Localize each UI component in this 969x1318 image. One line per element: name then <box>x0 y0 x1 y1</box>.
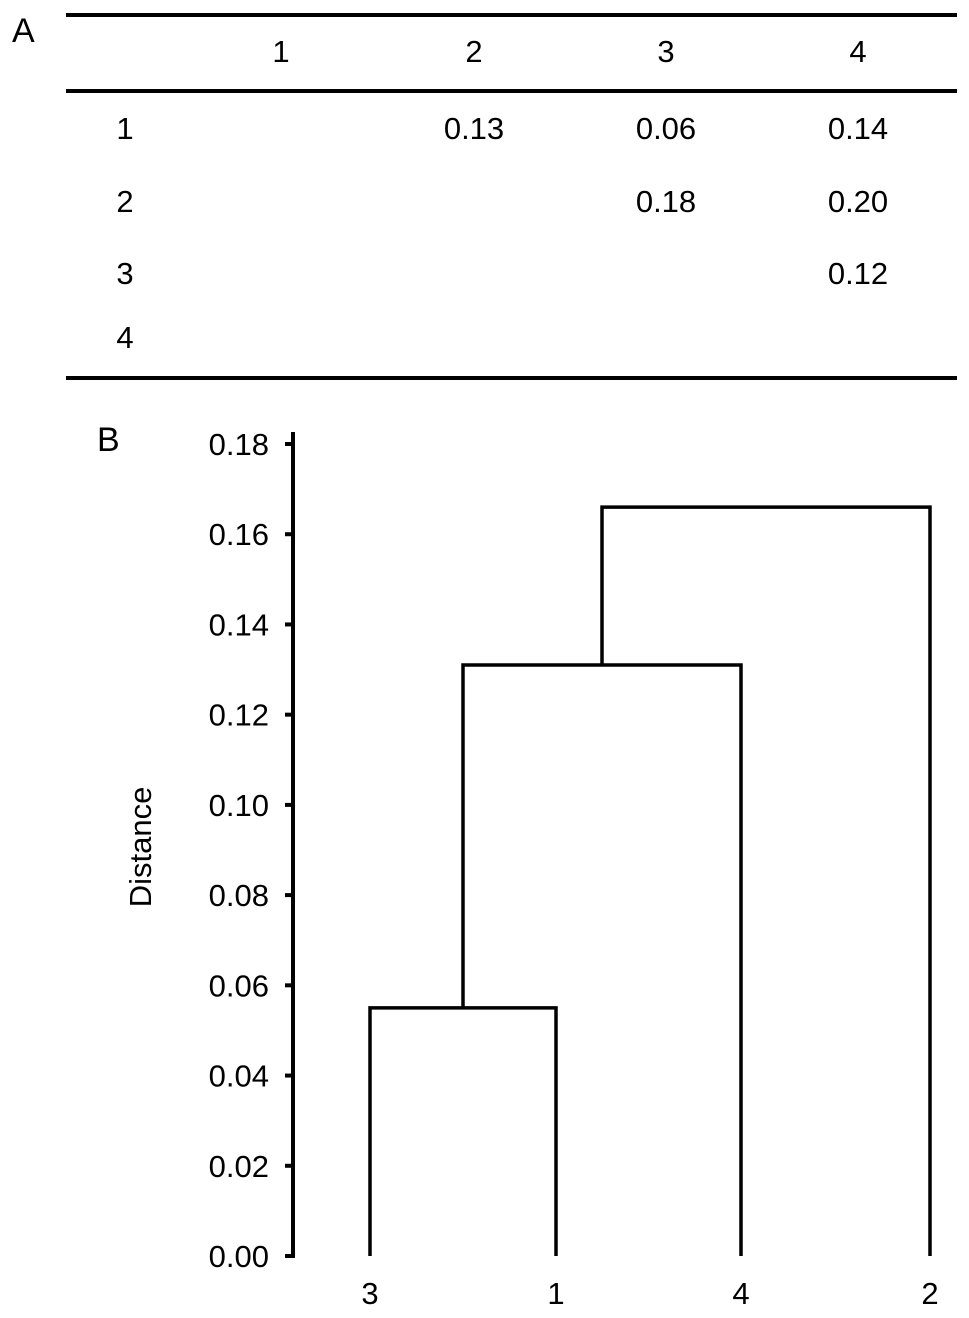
dendrogram-link <box>600 505 932 1256</box>
leaf-label: 4 <box>732 1276 749 1311</box>
y-axis-label: Distance <box>123 787 158 908</box>
dendrogram-tree <box>368 505 932 1256</box>
leaf-label: 3 <box>361 1276 378 1311</box>
leaf-label: 1 <box>547 1276 564 1311</box>
table-row-label: 1 <box>116 111 134 146</box>
table-column-header: 3 <box>657 34 675 69</box>
table-row-label: 4 <box>116 320 134 355</box>
y-tick-label: 0.00 <box>209 1239 269 1274</box>
table-top-rule <box>66 13 957 17</box>
table-cell: 0.18 <box>635 184 697 219</box>
y-tick-label: 0.18 <box>209 427 269 462</box>
table-row-label: 3 <box>116 256 134 291</box>
table-cell: 0.12 <box>827 256 889 291</box>
leaf-label: 2 <box>921 1276 938 1311</box>
y-tick-label: 0.14 <box>209 607 269 642</box>
dendrogram-link <box>461 663 743 1256</box>
y-axis: 0.00 0.02 0.04 0.06 0.08 0.10 0.12 0.14 0.16 0.18 <box>209 427 295 1274</box>
panel-b-label: B <box>97 421 120 459</box>
table-column-header: 2 <box>465 34 483 69</box>
table-column-header: 4 <box>849 34 867 69</box>
leaf-labels: 3 1 4 2 <box>361 1276 938 1311</box>
y-tick-label: 0.16 <box>209 517 269 552</box>
y-tick-label: 0.08 <box>209 878 269 913</box>
table-cell: 0.14 <box>827 111 889 146</box>
y-tick-label: 0.04 <box>209 1059 269 1094</box>
dendrogram-link <box>368 1006 558 1256</box>
y-tick-label: 0.10 <box>209 788 269 823</box>
table-header-rule <box>66 89 957 93</box>
table-bottom-rule <box>66 376 957 380</box>
y-tick-label: 0.06 <box>209 968 269 1003</box>
panel-a-label: A <box>12 12 35 50</box>
y-tick-label: 0.12 <box>209 698 269 733</box>
table-cell: 0.20 <box>827 184 889 219</box>
table-cell: 0.13 <box>443 111 505 146</box>
table-column-header: 1 <box>272 34 290 69</box>
table-row-label: 2 <box>116 184 134 219</box>
y-tick-label: 0.02 <box>209 1149 269 1184</box>
table-cell: 0.06 <box>635 111 697 146</box>
